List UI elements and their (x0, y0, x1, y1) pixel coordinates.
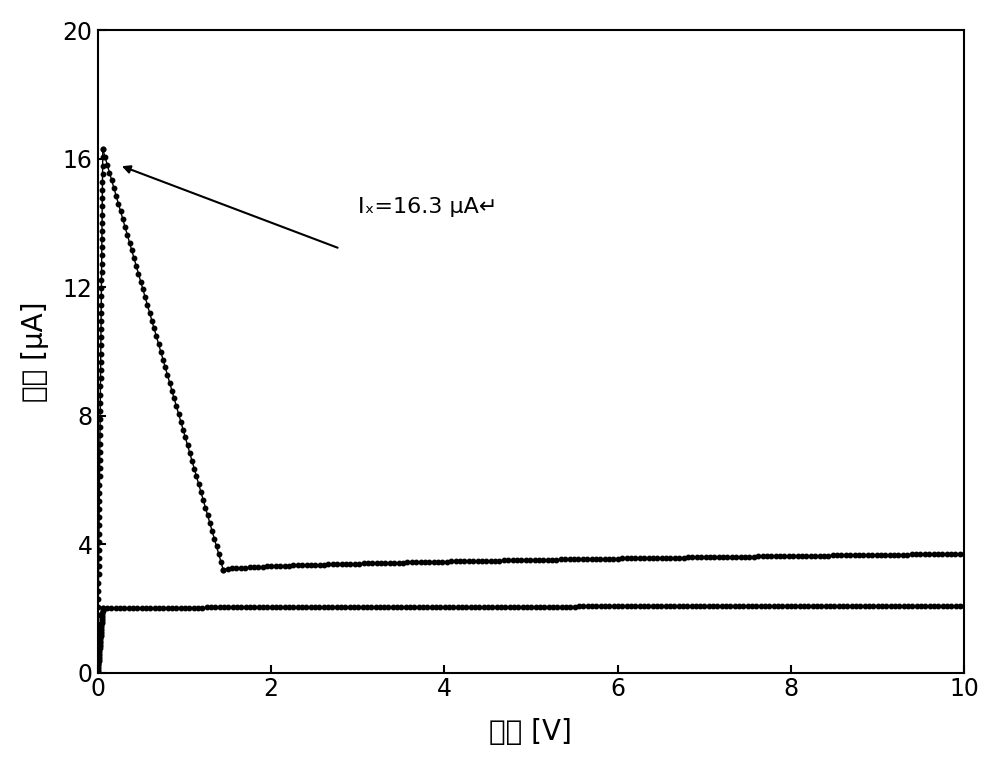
Y-axis label: 电流 [μA]: 电流 [μA] (21, 301, 49, 402)
X-axis label: 电压 [V]: 电压 [V] (489, 718, 572, 746)
Text: Iₓ=16.3 μA↵: Iₓ=16.3 μA↵ (358, 197, 497, 217)
